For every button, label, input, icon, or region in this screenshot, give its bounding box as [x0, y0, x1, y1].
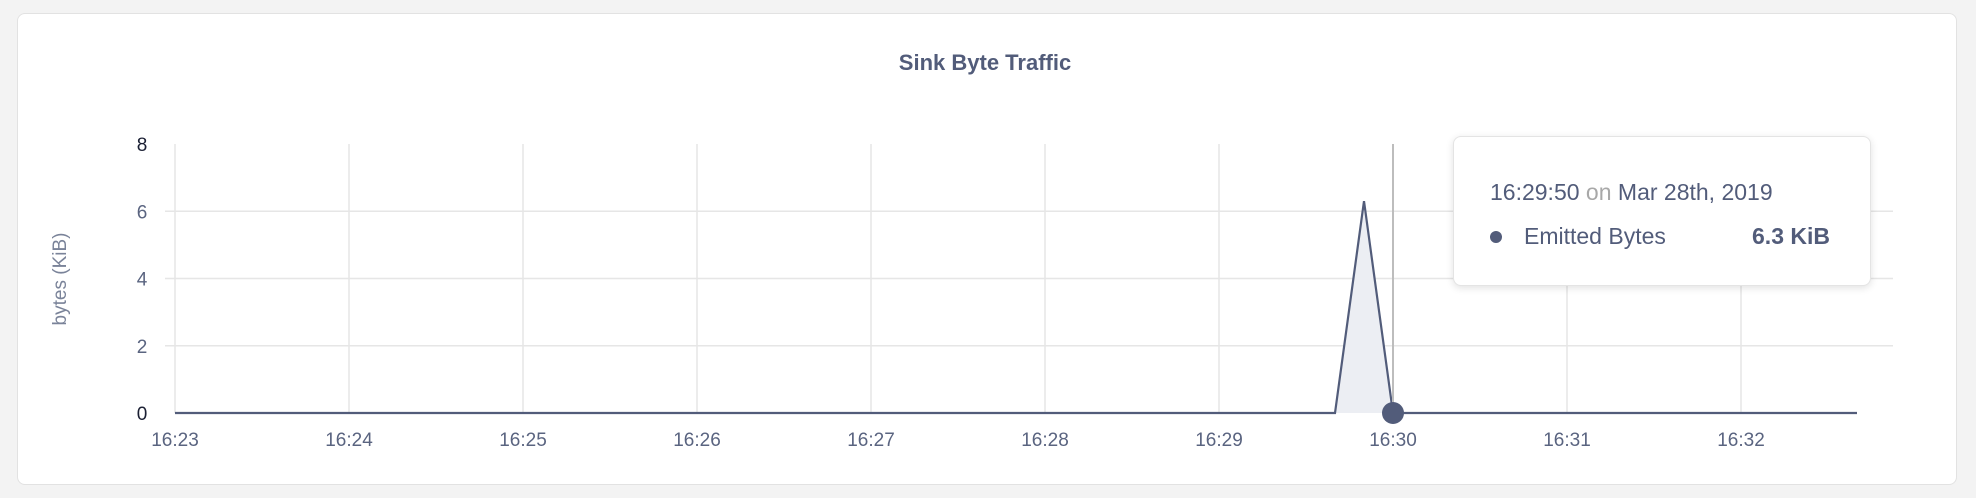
x-ticks: 16:23 16:24 16:25 16:26 16:27 16:28 16:29 16:30… — [151, 430, 1765, 451]
y-tick-label: 4 — [137, 270, 148, 291]
series-line — [175, 201, 1857, 415]
y-tick-label: 0 — [137, 404, 148, 425]
y-tick-label: 6 — [137, 202, 148, 223]
x-tick-label: 16:30 — [1369, 430, 1417, 451]
tooltip-time: 16:29:50 — [1490, 179, 1580, 205]
x-tick-label: 16:25 — [499, 430, 547, 451]
tooltip-value: 6.3 KiB — [1752, 223, 1830, 249]
tooltip-timestamp: 16:29:50 on Mar 28th, 2019 — [1490, 179, 1773, 206]
x-tick-label: 16:26 — [673, 430, 721, 451]
x-tick-label: 16:24 — [325, 430, 373, 451]
y-ticks: 0 2 4 6 8 — [137, 135, 148, 425]
tooltip: 16:29:50 on Mar 28th, 2019 Emitted Bytes… — [1453, 136, 1871, 286]
x-tick-label: 16:29 — [1195, 430, 1243, 451]
x-tick-label: 16:31 — [1543, 430, 1591, 451]
series — [175, 144, 1857, 424]
tooltip-series-name: Emitted Bytes — [1524, 223, 1666, 249]
y-tick-label: 8 — [137, 135, 148, 156]
x-tick-label: 16:28 — [1021, 430, 1069, 451]
chart-title: Sink Byte Traffic — [899, 50, 1071, 75]
tooltip-date: Mar 28th, 2019 — [1617, 179, 1773, 205]
x-tick-label: 16:32 — [1717, 430, 1765, 451]
x-tick-label: 16:27 — [847, 430, 895, 451]
tooltip-on: on — [1585, 179, 1612, 205]
y-axis-label: bytes (KiB) — [50, 233, 71, 326]
series-dot-icon — [1490, 231, 1502, 243]
hover-point-marker — [1382, 402, 1404, 424]
x-tick-label: 16:23 — [151, 430, 199, 451]
y-tick-label: 2 — [137, 337, 148, 358]
